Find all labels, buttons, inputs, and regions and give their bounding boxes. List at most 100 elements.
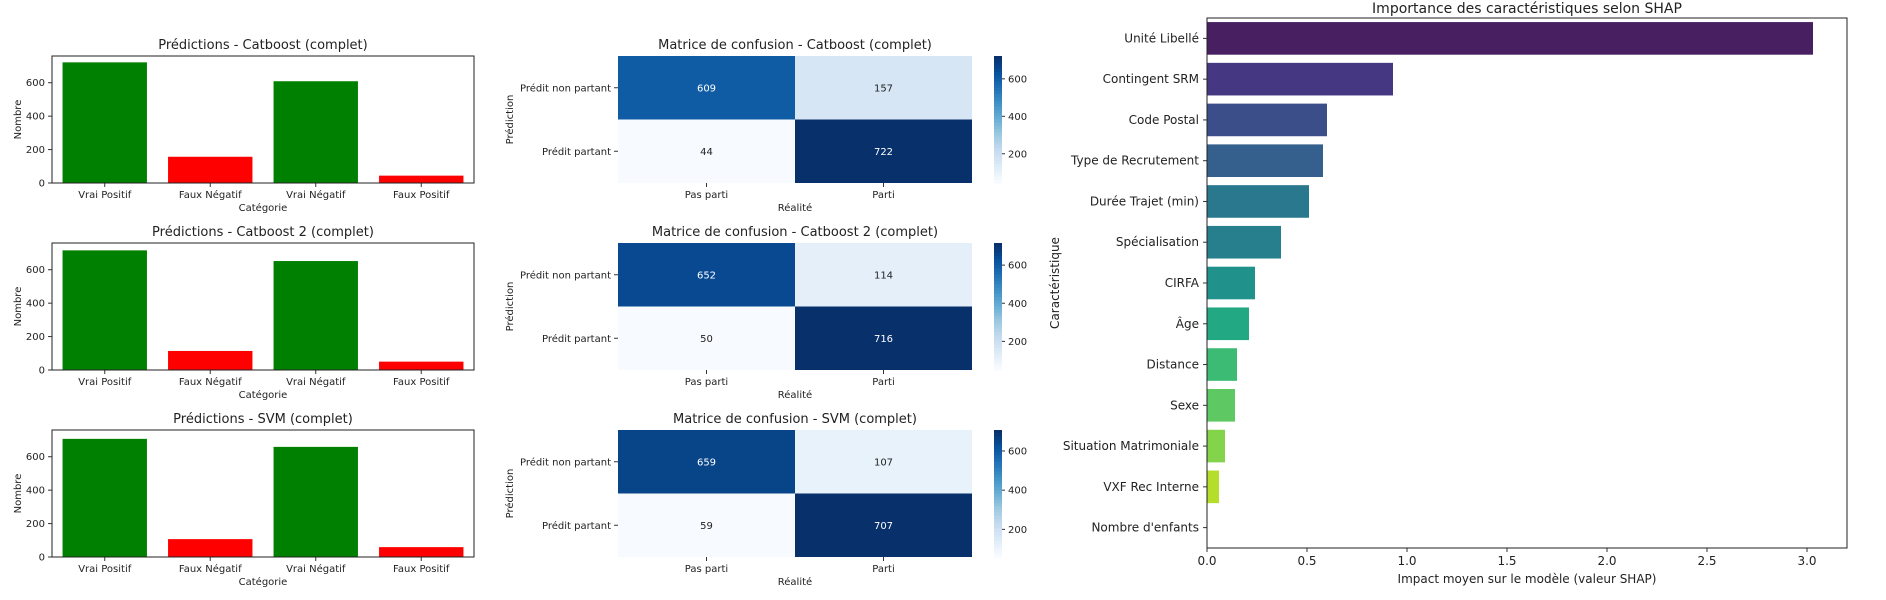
colorbar-segment: [994, 255, 1002, 260]
x-axis-label: Réalité: [778, 202, 812, 214]
colorbar-tick-label: 400: [1008, 112, 1027, 123]
colorbar-segment: [994, 442, 1002, 447]
colorbar-tick-label: 200: [1008, 149, 1027, 160]
x-tick-label: 0.0: [1197, 554, 1216, 568]
y-tick-label: 200: [26, 145, 45, 156]
colorbar-segment: [994, 78, 1002, 82]
axes-frame: [1206, 17, 1848, 549]
colorbar-segment: [994, 113, 1002, 117]
colorbar-segment: [994, 439, 1002, 444]
colorbar-segment: [994, 338, 1002, 343]
colorbar-tick-label: 200: [1008, 525, 1027, 536]
y-tick-label: Prédit partant: [542, 333, 611, 345]
colorbar-segment: [994, 262, 1002, 266]
colorbar-segment: [994, 274, 1002, 279]
colorbar-segment: [994, 135, 1002, 140]
heatmap-cell-2-1-0: [618, 493, 795, 557]
colorbar-segment: [994, 125, 1002, 130]
colorbar-segment: [994, 512, 1002, 517]
y-tick-label: 200: [26, 519, 45, 530]
colorbar-segment: [994, 430, 1002, 434]
x-tick-label: Vrai Positif: [78, 377, 132, 388]
colorbar-segment: [994, 109, 1002, 114]
shap-bar-8: [1207, 348, 1237, 381]
heatmap-cell-value: 609: [697, 83, 716, 94]
axes-frame: [51, 55, 475, 184]
colorbar-segment: [994, 328, 1002, 333]
colorbar-segment: [994, 468, 1002, 472]
x-tick-label: Faux Négatif: [179, 189, 242, 201]
colorbar-segment: [994, 170, 1002, 175]
x-tick-label: Parti: [872, 190, 895, 201]
colorbar-segment: [994, 544, 1002, 549]
x-tick-label: Faux Positif: [393, 377, 450, 388]
colorbar-tick-label: 200: [1008, 337, 1027, 348]
y-axis-label: Prédiction: [504, 282, 516, 332]
colorbar-segment: [994, 354, 1002, 358]
y-axis-label: Prédiction: [504, 95, 516, 145]
x-axis-label: Catégorie: [239, 576, 288, 588]
y-tick-label: Unité Libellé: [1124, 31, 1199, 45]
heatmap-title: Matrice de confusion - SVM (complet): [673, 412, 917, 427]
y-axis-label: Nombre: [13, 287, 24, 327]
heatmap-cell-value: 722: [874, 147, 893, 158]
colorbar-segment: [994, 534, 1002, 539]
y-tick-label: CIRFA: [1165, 276, 1200, 290]
bar-0-2: [273, 81, 358, 183]
colorbar-segment: [994, 347, 1002, 352]
y-axis-label: Nombre: [13, 474, 24, 514]
colorbar-segment: [994, 509, 1002, 514]
colorbar-segment: [994, 84, 1002, 89]
y-tick-label: 0: [39, 366, 45, 377]
colorbar-segment: [994, 103, 1002, 108]
colorbar-segment: [994, 62, 1002, 67]
colorbar-segment: [994, 553, 1002, 558]
colorbar-segment: [994, 471, 1002, 476]
colorbar-segment: [994, 464, 1002, 469]
colorbar-segment: [994, 503, 1002, 507]
colorbar-segment: [994, 271, 1002, 276]
colorbar-segment: [994, 480, 1002, 485]
axes-frame: [51, 429, 475, 558]
colorbar-segment: [994, 59, 1002, 63]
colorbar-segment: [994, 319, 1002, 323]
x-tick-label: 1.5: [1497, 554, 1516, 568]
colorbar-segment: [994, 157, 1002, 162]
bar-2-3: [379, 547, 464, 557]
y-axis-label: Prédiction: [504, 469, 516, 519]
x-tick-label: Parti: [872, 377, 895, 388]
colorbar-segment: [994, 350, 1002, 355]
colorbar-segment: [994, 179, 1002, 184]
colorbar-segment: [994, 325, 1002, 330]
y-tick-label: 200: [26, 332, 45, 343]
shap-bar-3: [1207, 144, 1323, 177]
bar-1-1: [168, 350, 253, 370]
y-tick-label: VXF Rec Interne: [1103, 480, 1199, 494]
colorbar-segment: [994, 160, 1002, 165]
colorbar-segment: [994, 360, 1002, 365]
colorbar-segment: [994, 65, 1002, 70]
colorbar-tick-label: 400: [1008, 299, 1027, 310]
bar-1-2: [273, 261, 358, 370]
y-tick-label: 600: [26, 78, 45, 89]
y-tick-label: Nombre d'enfants: [1091, 521, 1199, 535]
colorbar-segment: [994, 100, 1002, 105]
colorbar-segment: [994, 265, 1002, 269]
y-tick-label: 0: [39, 553, 45, 564]
heatmap-cell-1-0-1: [795, 243, 972, 307]
colorbar-segment: [994, 335, 1002, 339]
bar-chart-title: Prédictions - Catboost 2 (complet): [152, 225, 374, 240]
y-axis-label: Caractéristique: [1048, 237, 1062, 329]
colorbar-segment: [994, 312, 1002, 317]
y-tick-label: Âge: [1176, 316, 1199, 331]
shap-bar-11: [1207, 470, 1219, 504]
x-tick-label: Faux Négatif: [179, 563, 242, 575]
colorbar-segment: [994, 490, 1002, 495]
colorbar-segment: [994, 528, 1002, 533]
colorbar-segment: [994, 487, 1002, 491]
shap-bar-10: [1207, 429, 1225, 463]
colorbar-segment: [994, 148, 1002, 152]
shap-bar-6: [1207, 266, 1255, 300]
y-tick-label: Situation Matrimoniale: [1063, 439, 1199, 453]
